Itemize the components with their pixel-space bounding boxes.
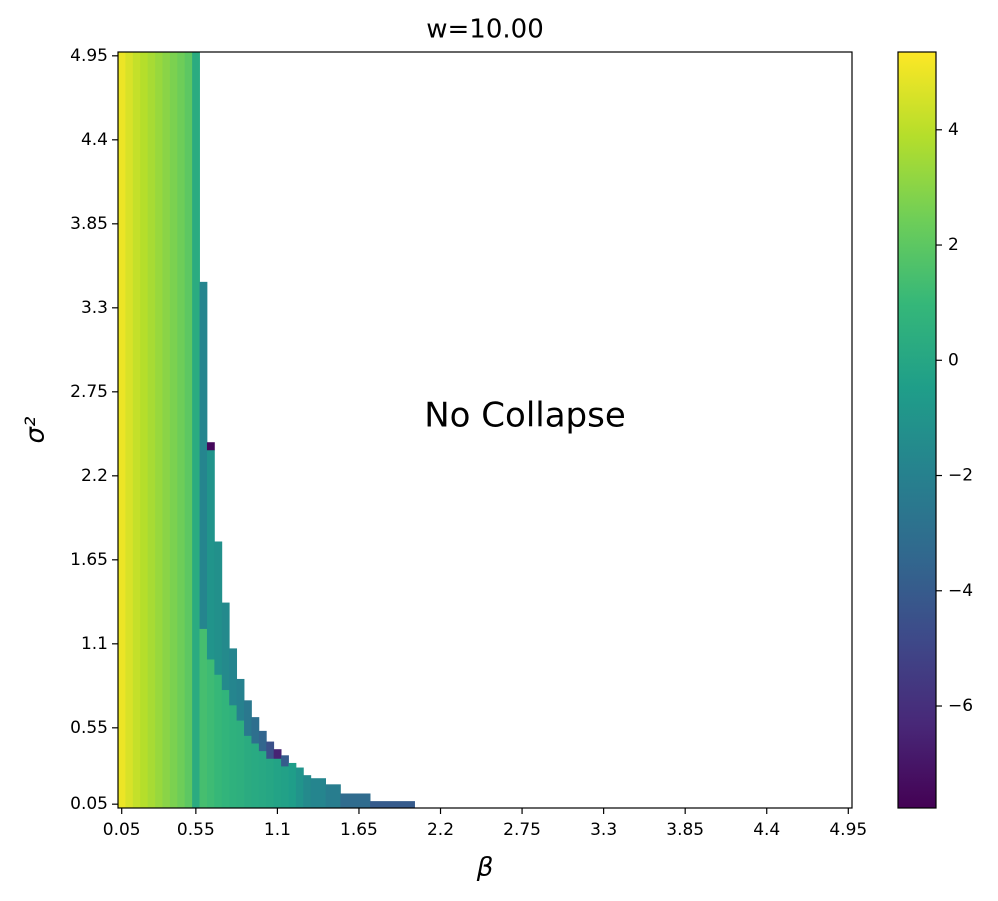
y-tick-label: 3.85 xyxy=(70,214,108,234)
y-tick-label: 4.4 xyxy=(81,130,108,150)
x-tick-label: 2.2 xyxy=(427,820,454,840)
heatmap-cell xyxy=(214,674,223,809)
heatmap-cell xyxy=(184,52,193,809)
heatmap-cell xyxy=(251,743,260,809)
heatmap-cell xyxy=(288,762,297,809)
heatmap-cell xyxy=(155,52,163,809)
heatmap-cell xyxy=(251,717,260,744)
heatmap-cell xyxy=(140,52,149,809)
heatmap-cell xyxy=(244,735,252,809)
heatmap-cell xyxy=(199,628,208,809)
heatmap-cell xyxy=(236,678,245,721)
y-tick-label: 2.75 xyxy=(70,382,108,402)
x-tick-label: 2.75 xyxy=(503,820,541,840)
y-tick-label: 0.05 xyxy=(70,794,108,814)
heatmap-cell xyxy=(258,730,267,752)
y-tick-label: 2.2 xyxy=(81,466,108,486)
heatmap-cell xyxy=(325,784,341,809)
heatmap-cell xyxy=(221,602,230,691)
heatmap-cell xyxy=(340,793,371,809)
y-tick-label: 1.1 xyxy=(81,634,108,654)
heatmap-cell xyxy=(266,741,275,759)
heatmap-cell xyxy=(192,52,200,809)
heatmap-cell xyxy=(206,659,215,809)
heatmap-cell xyxy=(132,52,141,809)
heatmap-cell xyxy=(281,766,289,809)
x-tick-label: 4.95 xyxy=(829,820,867,840)
chart-title: w=10.00 xyxy=(426,15,543,45)
heatmap-cell xyxy=(303,775,312,809)
y-tick-label: 4.95 xyxy=(70,46,108,66)
x-axis-label: β xyxy=(476,853,494,883)
heatmap-cell xyxy=(295,767,304,809)
heatmap-cell xyxy=(169,52,178,809)
heatmap-cell xyxy=(147,52,156,809)
heatmap-cell xyxy=(310,778,326,809)
heatmap-cell xyxy=(162,52,171,809)
heatmap-cell xyxy=(244,700,252,736)
colorbar-tick-label: −6 xyxy=(948,696,973,716)
heatmap xyxy=(118,52,415,809)
heatmap-cell xyxy=(273,749,282,759)
heatmap-cell xyxy=(266,758,275,809)
x-tick-label: 0.05 xyxy=(103,820,141,840)
x-tick-label: 1.1 xyxy=(264,820,291,840)
y-tick-label: 3.3 xyxy=(81,298,108,318)
y-axis-label: σ² xyxy=(21,417,51,444)
x-tick-label: 3.85 xyxy=(666,820,704,840)
y-tick-label: 1.65 xyxy=(70,550,108,570)
heatmap-cell xyxy=(370,801,415,809)
heatmap-cell xyxy=(221,689,230,809)
heatmap-cell xyxy=(281,755,289,767)
x-tick-label: 4.4 xyxy=(753,820,780,840)
colorbar xyxy=(897,51,937,809)
colorbar-tick-label: −2 xyxy=(948,466,973,486)
heatmap-cell xyxy=(199,281,208,629)
heatmap-cell xyxy=(177,52,186,809)
colorbar-tick-label: −4 xyxy=(948,581,973,601)
heatmap-cell xyxy=(125,52,134,809)
heatmap-cell xyxy=(229,704,238,809)
annotation: No Collapse xyxy=(424,396,626,436)
colorbar-tick-label: 4 xyxy=(948,120,959,140)
y-tick-label: 0.55 xyxy=(70,718,108,738)
plot-frame xyxy=(117,51,853,809)
heatmap-cell xyxy=(258,750,267,809)
heatmap-cell xyxy=(273,758,282,809)
colorbar-tick-label: 0 xyxy=(948,350,959,370)
heatmap-cell xyxy=(118,52,126,809)
heatmap-cell xyxy=(206,449,215,660)
x-tick-label: 1.65 xyxy=(340,820,378,840)
heatmap-cell xyxy=(214,541,223,675)
colorbar-tick-label: 2 xyxy=(948,235,959,255)
heatmap-cell xyxy=(236,720,245,809)
heatmap-cell xyxy=(229,648,238,706)
x-tick-label: 3.3 xyxy=(590,820,617,840)
x-tick-label: 0.55 xyxy=(177,820,215,840)
heatmap-cell xyxy=(206,442,215,451)
